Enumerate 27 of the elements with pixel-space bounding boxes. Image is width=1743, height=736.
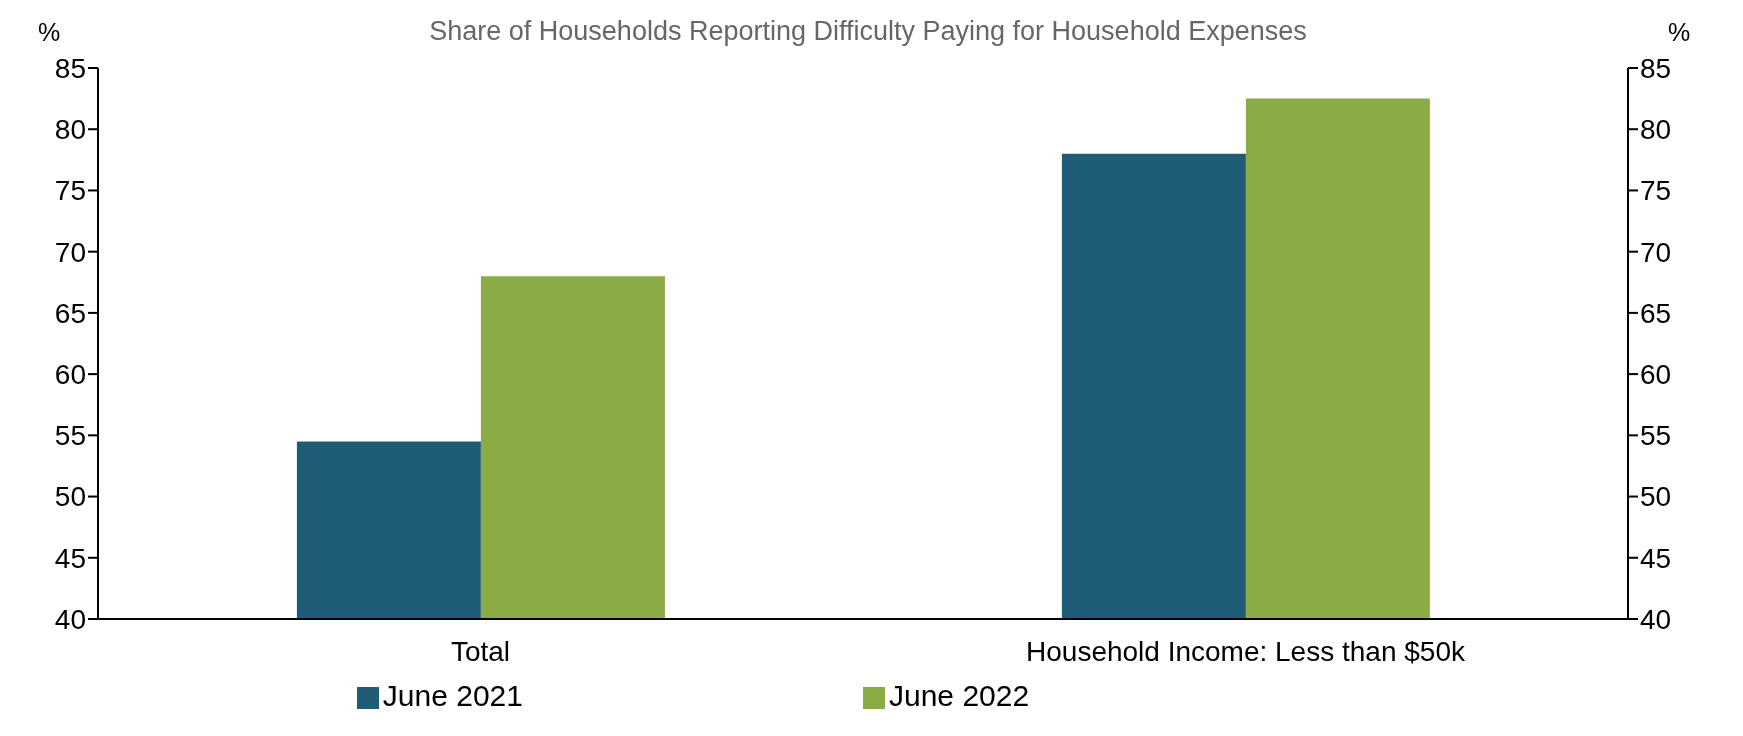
- y2-tick-label: 80: [1640, 114, 1672, 146]
- y2-tick-label: 45: [1640, 542, 1672, 574]
- chart-title: Share of Households Reporting Difficulty Paying for Household Expenses: [429, 16, 1307, 46]
- y-axis-title: %: [38, 18, 61, 47]
- y-tick-label: 60: [54, 359, 86, 391]
- y-tick-label: 45: [54, 542, 86, 574]
- x-tick-label: Total: [450, 635, 511, 667]
- y-tick-label: 40: [54, 603, 86, 635]
- legend-label: June 2022: [889, 679, 1030, 712]
- y2-tick-label: 40: [1640, 603, 1672, 635]
- y2-tick-label: 60: [1640, 359, 1672, 391]
- y2-tick-label: 65: [1640, 297, 1672, 329]
- y-tick-label: 55: [54, 420, 86, 452]
- y-tick-label: 65: [54, 297, 86, 329]
- y-tick-label: 75: [54, 175, 86, 207]
- y2-tick-label: 55: [1640, 420, 1672, 452]
- y2-tick-label: 50: [1640, 481, 1672, 513]
- y2-axis-title: %: [1668, 18, 1691, 47]
- y-tick-label: 85: [54, 52, 86, 84]
- y2-tick-label: 70: [1640, 236, 1672, 268]
- y-tick-label: 50: [54, 481, 86, 513]
- y-tick-label: 70: [54, 236, 86, 268]
- y2-tick-label: 85: [1640, 52, 1672, 84]
- y2-tick-label: 75: [1640, 175, 1672, 207]
- x-tick-label: Household Income: Less than $50k: [1026, 635, 1466, 667]
- y-tick-label: 80: [54, 114, 86, 146]
- legend-label: June 2021: [382, 679, 523, 712]
